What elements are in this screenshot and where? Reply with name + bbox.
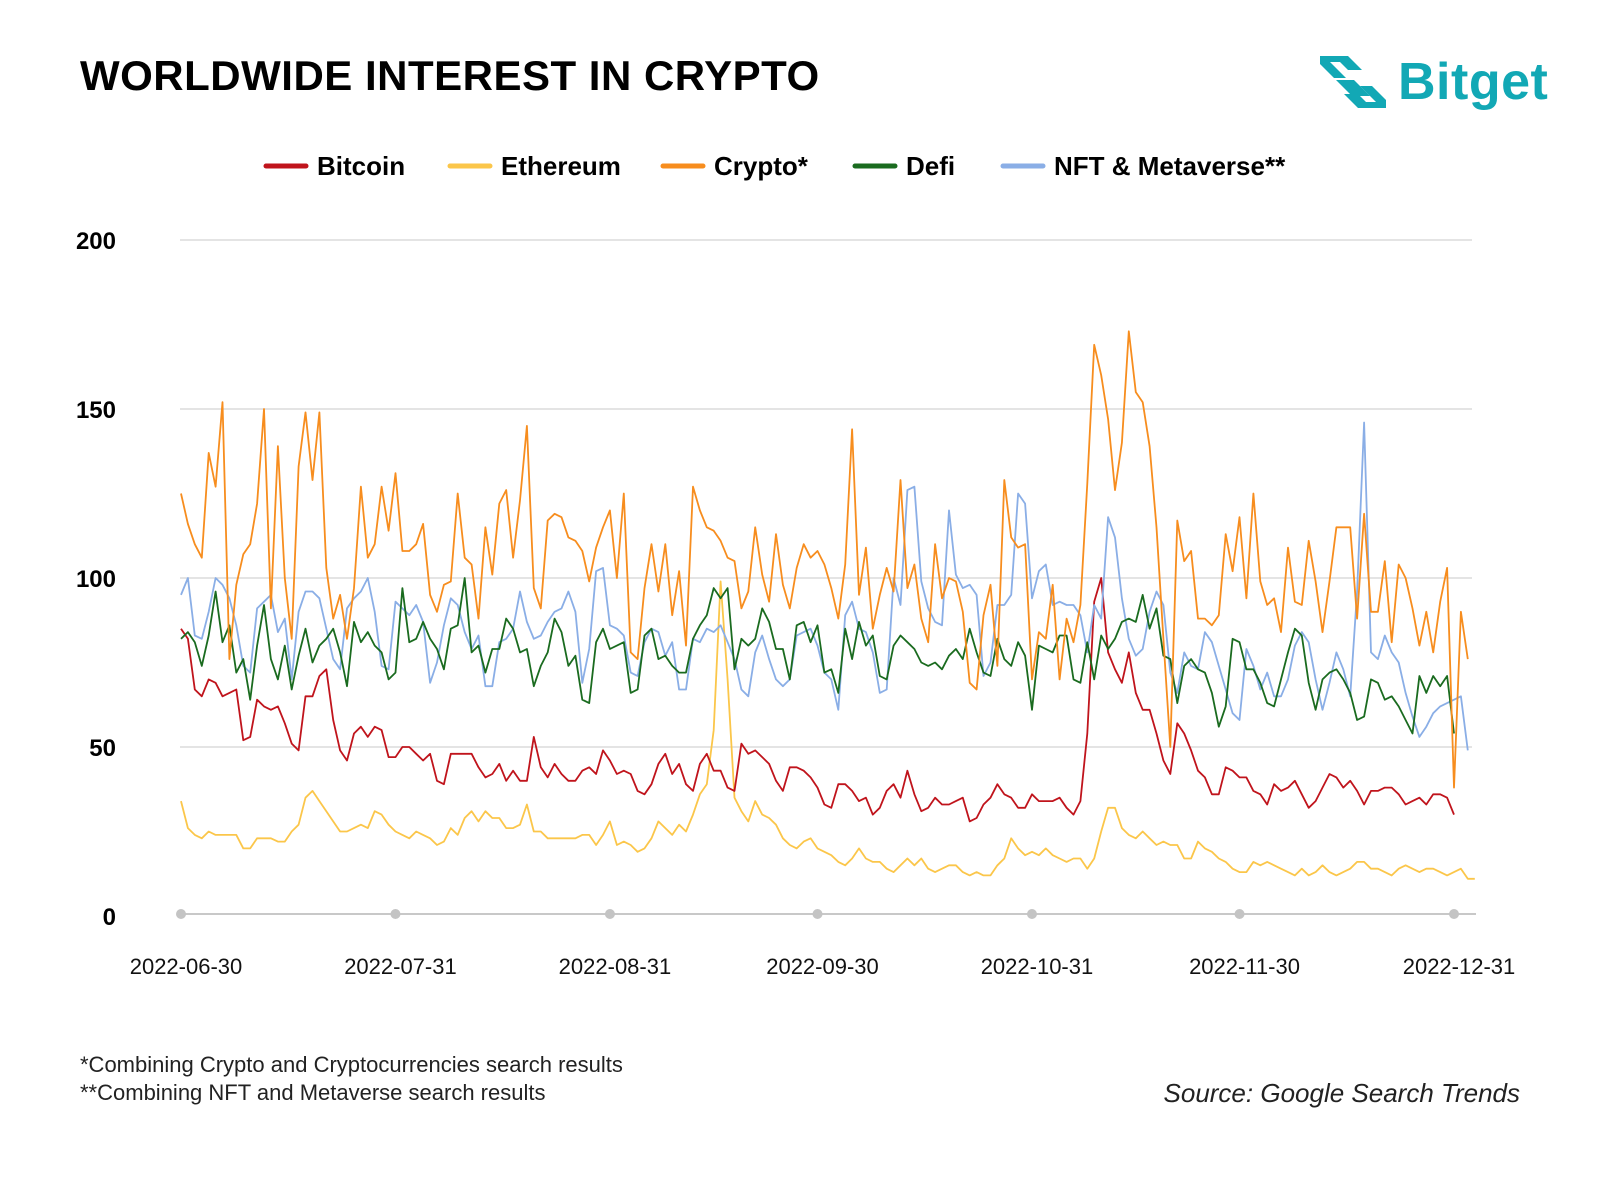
y-tick-label: 50 [89,735,116,762]
series-line-crypto [180,330,1469,789]
x-tick-dot [1234,909,1245,919]
legend-label: Bitcoin [317,151,405,181]
line-chart: Bitcoin Ethereum Crypto* Defi NFT & Metavers… [76,151,1516,979]
y-axis: 0 50 100 150 200 [76,228,116,931]
y-tick-label: 0 [103,904,116,931]
x-tick-label: 2022-12-31 [1403,954,1516,979]
legend-label: Crypto* [714,151,809,181]
series-line-ethereum [180,580,1475,880]
footnote-crypto: *Combining Crypto and Cryptocurrencies s… [80,1052,623,1077]
legend-label: NFT & Metaverse** [1054,151,1286,181]
x-tick-label: 2022-11-30 [1189,954,1300,979]
x-tick-label: 2022-07-31 [344,954,457,979]
x-tick-dot [1026,909,1037,919]
y-tick-label: 150 [76,397,116,424]
legend-label: Ethereum [501,151,621,181]
x-tick-label: 2022-06-30 [130,954,243,979]
series-line-defi [180,577,1455,735]
legend-label: Defi [906,151,955,181]
chart-series [180,330,1475,880]
x-tick-label: 2022-10-31 [981,954,1094,979]
brand-logo: Bitget [1318,50,1548,114]
x-tick-dot [812,909,823,919]
x-tick-label: 2022-09-30 [766,954,879,979]
series-line-bitcoin [180,577,1455,823]
y-tick-label: 200 [76,228,116,255]
x-tick-dot [1449,909,1459,919]
x-axis: 2022-06-30 2022-07-31 2022-08-31 2022-09-30… [130,909,1516,979]
y-tick-label: 100 [76,566,116,593]
bitget-logo-icon [1320,56,1386,108]
x-tick-label: 2022-08-31 [559,954,672,979]
x-tick-dot [390,909,401,919]
footnote-nft: **Combining NFT and Metaverse search res… [80,1080,546,1105]
page-title: WORLDWIDE INTEREST IN CRYPTO [80,52,820,99]
source-note: Source: Google Search Trends [1163,1078,1520,1108]
x-tick-dot [176,909,186,919]
brand-name: Bitget [1398,53,1549,111]
chart-grid [180,239,1472,748]
chart-legend: Bitcoin Ethereum Crypto* Defi NFT & Metavers… [263,151,1286,181]
x-tick-dot [604,909,615,919]
